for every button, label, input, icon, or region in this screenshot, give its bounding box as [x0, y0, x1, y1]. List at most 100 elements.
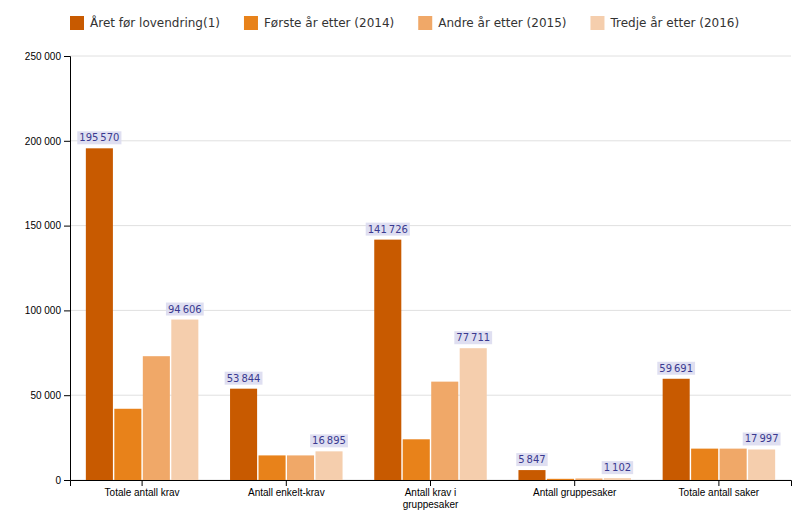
legend-label: Året før lovendring(1)	[90, 15, 220, 30]
data-label: 141 726	[366, 223, 410, 236]
data-label: 1 102	[602, 461, 633, 474]
tick-mark	[64, 141, 70, 142]
data-label-text: 141 726	[368, 224, 408, 235]
tick-mark	[142, 480, 143, 486]
bar	[114, 409, 141, 480]
tick-label-line: gruppesaker	[403, 499, 459, 510]
tick-label: 0	[55, 475, 61, 486]
bar	[663, 379, 690, 480]
bar	[259, 455, 286, 480]
data-label-bg	[77, 131, 121, 144]
data-label-bg	[516, 453, 547, 466]
data-label-bg	[602, 461, 633, 474]
data-label: 59 691	[657, 362, 695, 375]
data-label: 16 895	[310, 434, 348, 447]
data-label: 5 847	[516, 453, 547, 466]
data-label: 53 844	[225, 372, 263, 385]
bar	[460, 348, 487, 480]
data-label-bg	[225, 372, 263, 385]
y-axis: 0 50 000 100 000 150 000 200 000 250 000	[25, 51, 71, 486]
series	[114, 409, 718, 480]
bar	[374, 240, 401, 480]
bar	[315, 451, 342, 480]
data-label-text: 59 691	[659, 363, 693, 374]
tick-label-line: Antall krav i	[405, 487, 457, 498]
series	[86, 148, 690, 480]
data-label-text: 195 570	[79, 132, 119, 143]
legend-item: Andre år etter (2015)	[418, 16, 566, 30]
data-label: 77 711	[454, 331, 492, 344]
tick: Totale antall krav	[105, 480, 180, 498]
data-label-text: 53 844	[227, 373, 261, 384]
data-label: 94 606	[166, 303, 204, 316]
data-label-bg	[743, 432, 781, 445]
bar	[431, 382, 458, 480]
legend-swatch	[590, 16, 604, 30]
tick: 0	[55, 475, 70, 486]
tick-mark	[430, 480, 431, 486]
legend-item: Første år etter (2014)	[244, 16, 394, 30]
legend-label: Første år etter (2014)	[264, 16, 394, 30]
tick-label-line: Totale antall krav	[105, 487, 180, 498]
data-labels: 195 570 53 844 141 726 5 847 59 691 94 606 16 …	[77, 131, 780, 474]
tick-label: 250 000	[25, 51, 62, 62]
tick-mark	[718, 480, 719, 486]
tick-label: 100 000	[25, 305, 62, 316]
data-label-bg	[454, 331, 492, 344]
data-label: 195 570	[77, 131, 121, 144]
tick-label: 200 000	[25, 136, 62, 147]
plot: 0 50 000 100 000 150 000 200 000 250 000 Total…	[25, 51, 792, 510]
tick: Antall enkelt-krav	[248, 480, 325, 498]
x-axis: Totale antall krav Antall enkelt-krav Anta…	[71, 480, 792, 510]
grid-line	[70, 140, 791, 141]
legend-swatch	[70, 16, 84, 30]
grid	[70, 56, 791, 480]
axis-line	[71, 481, 792, 487]
bar	[287, 455, 314, 480]
tick: 100 000	[25, 305, 70, 316]
bar	[143, 356, 170, 480]
tick-mark	[574, 480, 575, 486]
tick-mark	[64, 56, 70, 57]
tick: 150 000	[25, 220, 70, 231]
bar	[403, 439, 430, 480]
tick-mark	[64, 480, 70, 481]
data-label-bg	[366, 223, 410, 236]
tick: 250 000	[25, 51, 70, 62]
legend-swatch	[418, 16, 432, 30]
data-label-bg	[166, 303, 204, 316]
tick-mark	[64, 310, 70, 311]
axis-line	[64, 57, 71, 481]
tick: 200 000	[25, 136, 70, 147]
tick-label-line: Antall enkelt-krav	[248, 487, 325, 498]
tick: Antall gruppesaker	[533, 480, 617, 498]
legend-item: Året før lovendring(1)	[70, 15, 220, 30]
data-label-text: 5 847	[518, 454, 545, 465]
chart: 0 50 000 100 000 150 000 200 000 250 000 Total…	[0, 0, 811, 532]
bar	[547, 479, 574, 480]
bars	[86, 148, 775, 480]
series	[171, 320, 775, 480]
bar	[575, 478, 602, 480]
data-label-bg	[310, 434, 348, 447]
data-label-text: 17 997	[745, 433, 779, 444]
legend-item: Tredje år etter (2016)	[590, 16, 739, 30]
tick: Totale antall saker	[679, 480, 760, 498]
bar	[171, 320, 198, 480]
tick-label-line: Totale antall saker	[679, 487, 760, 498]
data-label-text: 77 711	[456, 332, 490, 343]
bar	[86, 148, 113, 480]
legend-label: Tredje år etter (2016)	[609, 16, 739, 30]
data-label-text: 94 606	[168, 304, 202, 315]
legend: Året før lovendring(1) Første år etter (2…	[70, 15, 739, 30]
data-label-text: 16 895	[312, 435, 346, 446]
tick-label: Totale antall saker	[679, 487, 760, 498]
bar	[691, 449, 718, 480]
tick-mark	[286, 480, 287, 486]
tick: 50 000	[30, 390, 70, 401]
grid-line	[70, 56, 791, 57]
series	[143, 356, 747, 480]
tick-mark	[64, 395, 70, 396]
tick-label: 50 000	[30, 390, 61, 401]
legend-label: Andre år etter (2015)	[438, 16, 566, 30]
